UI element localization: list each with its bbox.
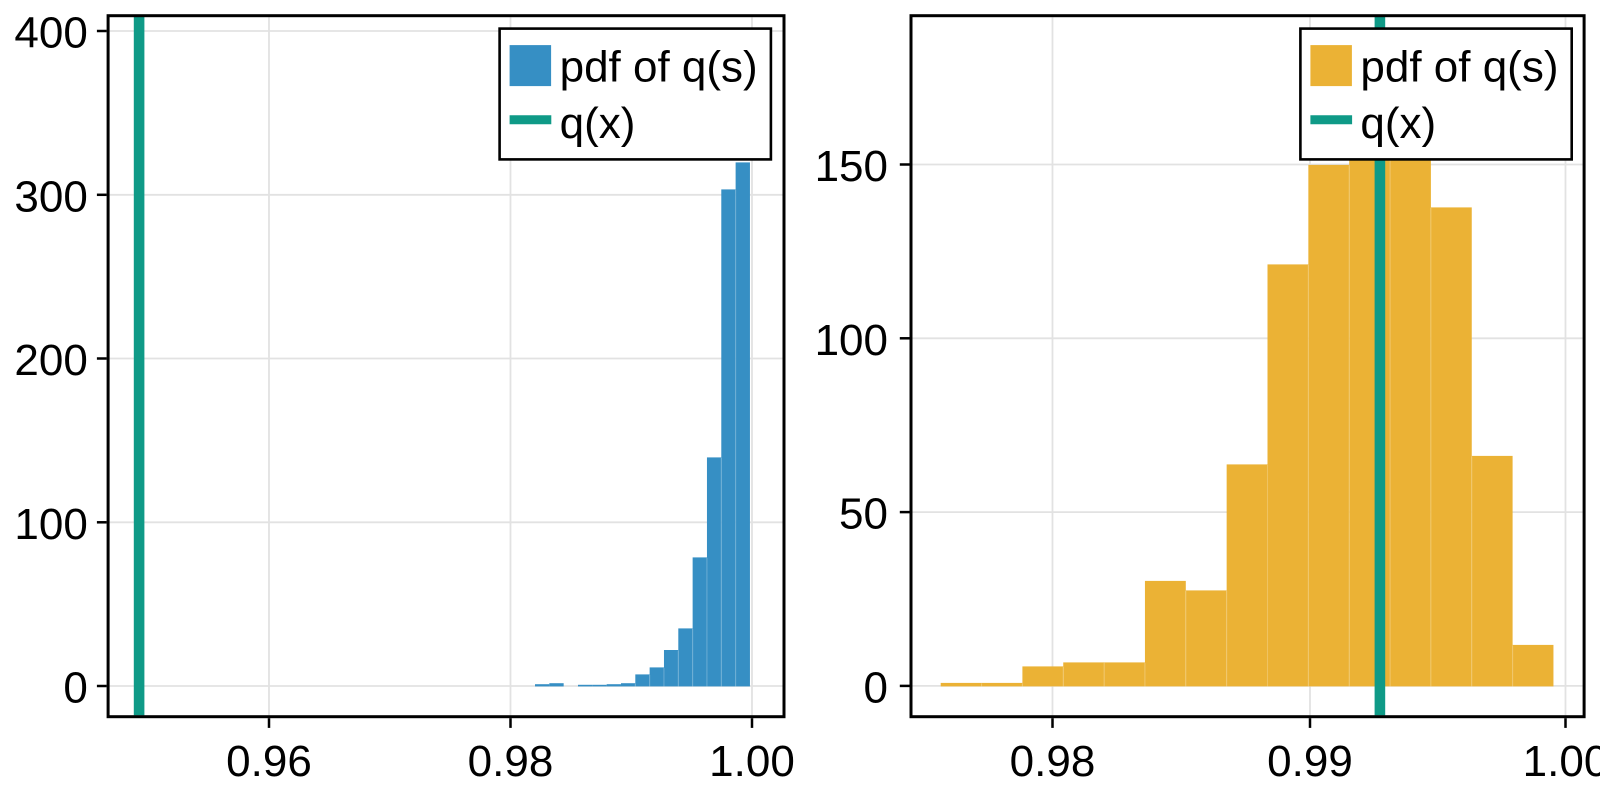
svg-text:50: 50 <box>839 490 888 539</box>
svg-text:0: 0 <box>864 663 888 712</box>
svg-text:100: 100 <box>14 500 87 549</box>
svg-text:300: 300 <box>14 172 87 221</box>
svg-text:1.00: 1.00 <box>709 737 795 786</box>
svg-text:0: 0 <box>63 664 87 713</box>
svg-text:q(x): q(x) <box>560 99 636 148</box>
svg-text:pdf of q(s): pdf of q(s) <box>1360 43 1558 92</box>
svg-text:100: 100 <box>815 316 888 365</box>
svg-text:0.99: 0.99 <box>1267 737 1353 786</box>
svg-text:150: 150 <box>815 142 888 191</box>
svg-text:1.00: 1.00 <box>1523 737 1600 786</box>
svg-text:400: 400 <box>14 9 87 58</box>
svg-text:0.98: 0.98 <box>1010 737 1096 786</box>
svg-text:q(x): q(x) <box>1360 99 1436 148</box>
svg-text:0.96: 0.96 <box>226 737 312 786</box>
svg-text:pdf of q(s): pdf of q(s) <box>560 43 758 92</box>
svg-text:0.98: 0.98 <box>468 737 554 786</box>
svg-text:200: 200 <box>14 336 87 385</box>
